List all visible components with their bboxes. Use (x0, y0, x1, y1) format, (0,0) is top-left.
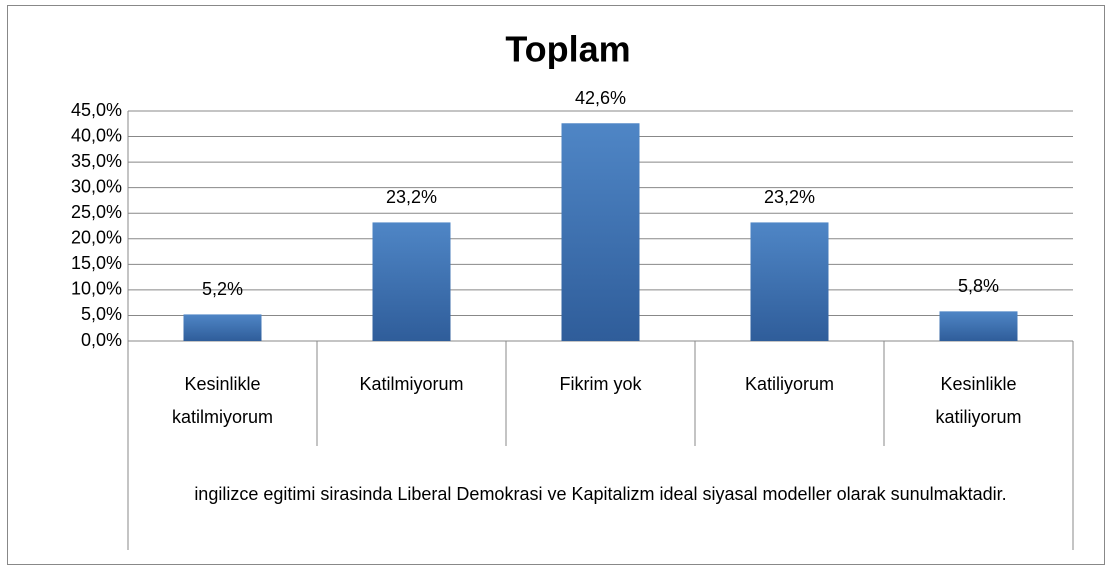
group-label: ingilizce egitimi sirasinda Liberal Demo… (194, 484, 1007, 504)
y-tick-label: 0,0% (81, 330, 122, 350)
value-label: 23,2% (764, 187, 815, 207)
x-tick-label: Kesinlikle katilmiyorum (171, 374, 273, 427)
y-tick-label: 5,0% (81, 304, 122, 324)
x-tick-label: Fikrim yok (559, 374, 642, 394)
chart-border (7, 5, 1105, 565)
bar (750, 222, 829, 341)
y-tick-label: 25,0% (71, 202, 122, 222)
x-tick-label: Kesinlikle katiliyorum (935, 374, 1022, 427)
value-label: 42,6% (575, 88, 626, 108)
y-tick-label: 35,0% (71, 151, 122, 171)
bar (561, 123, 640, 342)
x-tick-label: Katiliyorum (744, 374, 835, 394)
bar (939, 311, 1018, 341)
y-tick-label: 45,0% (71, 100, 122, 120)
chart-title: Toplam (505, 29, 630, 70)
x-tick-label: Katilmiyorum (359, 374, 464, 394)
bar (183, 314, 262, 341)
y-tick-label: 10,0% (71, 279, 122, 299)
bar (372, 222, 451, 341)
y-tick-label: 20,0% (71, 228, 122, 248)
value-label: 23,2% (386, 187, 437, 207)
y-tick-label: 30,0% (71, 176, 122, 196)
value-label: 5,2% (202, 279, 243, 299)
value-label: 5,8% (958, 276, 999, 296)
y-tick-label: 40,0% (71, 125, 122, 145)
y-tick-label: 15,0% (71, 253, 122, 273)
